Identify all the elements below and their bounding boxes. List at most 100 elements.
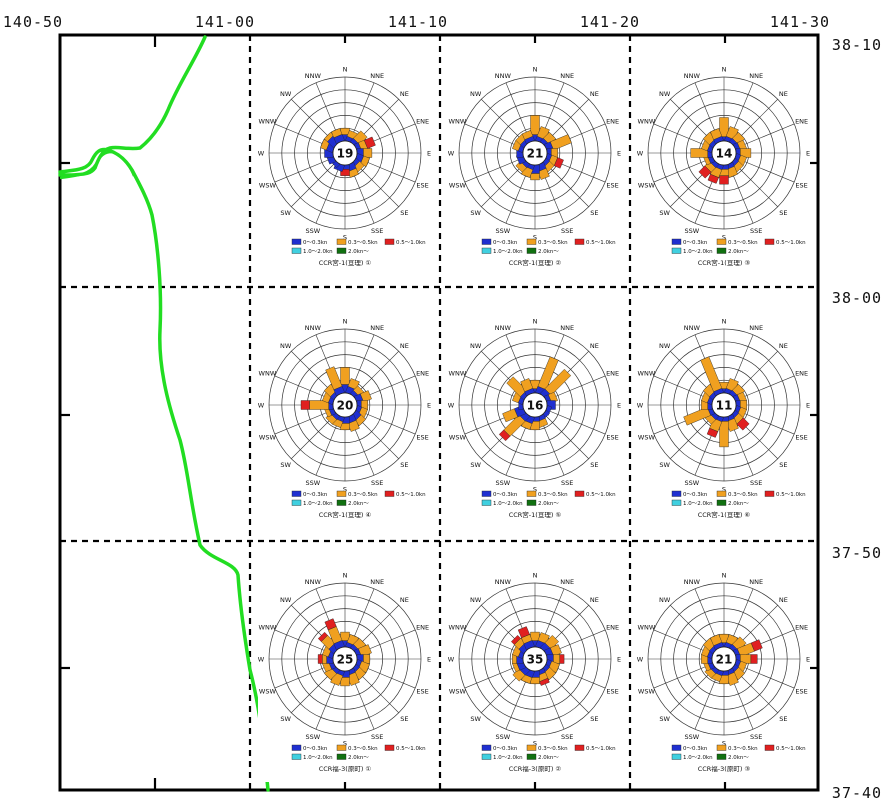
rose-caption: CCR宮-1(亘理) ② xyxy=(509,258,562,267)
rose-bar xyxy=(520,378,534,392)
rose-bar xyxy=(363,148,373,158)
rose-caption: CCR宮-1(亘理) ③ xyxy=(698,258,751,267)
direction-label: N xyxy=(722,572,727,580)
legend-swatch xyxy=(671,499,682,506)
rose-bar xyxy=(750,639,763,652)
direction-label: ESE xyxy=(795,688,807,696)
rose-bar xyxy=(707,173,719,184)
legend-label: 0.5～1.0kn xyxy=(776,492,806,498)
rose-bar xyxy=(317,654,323,664)
direction-label: W xyxy=(258,656,265,664)
direction-label: E xyxy=(806,402,810,410)
direction-label: S xyxy=(533,486,537,494)
rose-bar xyxy=(725,672,739,686)
rose-bar xyxy=(511,635,521,645)
direction-label: W xyxy=(637,656,644,664)
rose-panel: N NNE NE ENE E ESE SE SSE S SSW SW WSW W WNW NW NNW 19 0～… xyxy=(258,43,432,279)
direction-label: W xyxy=(258,402,265,410)
direction-label: SSW xyxy=(685,227,700,235)
right-axis-label: 37-40 xyxy=(832,784,882,802)
legend-swatch xyxy=(481,247,492,254)
direction-label: NW xyxy=(659,596,671,604)
direction-label: W xyxy=(448,656,455,664)
legend-label: 0.5～1.0kn xyxy=(586,746,616,752)
legend-swatch xyxy=(671,490,682,497)
rose-bar xyxy=(340,631,350,641)
direction-label: SSE xyxy=(371,733,383,741)
direction-label: NNW xyxy=(305,72,322,80)
rose-bar xyxy=(331,128,343,138)
direction-label: ESE xyxy=(606,434,618,442)
direction-label: E xyxy=(806,150,810,158)
direction-label: N xyxy=(722,318,727,326)
direction-label: SSW xyxy=(306,227,321,235)
rose-bar xyxy=(537,356,559,390)
rose-panel: N NNE NE ENE E ESE SE SSE S SSW SW WSW W WNW NW NNW 25 0～… xyxy=(258,549,432,782)
legend-swatch xyxy=(291,490,302,497)
rose-bar xyxy=(317,631,328,642)
rose-bar xyxy=(732,636,747,651)
rose-bar xyxy=(736,417,750,431)
direction-label: S xyxy=(722,740,726,748)
direction-label: ESE xyxy=(416,434,428,442)
rose-caption: CCR宮-1(亘理) ⑤ xyxy=(509,510,562,519)
direction-label: E xyxy=(617,656,621,664)
direction-label: ENE xyxy=(416,117,429,125)
rose-center xyxy=(522,646,548,672)
direction-label: SW xyxy=(470,209,481,217)
rose-spoke xyxy=(464,157,525,183)
legend-swatch xyxy=(764,490,775,497)
right-axis-label: 37-50 xyxy=(832,544,882,562)
top-axis-label: 141-20 xyxy=(580,13,640,31)
legend-swatch xyxy=(336,247,347,254)
legend-label: 0.5～1.0kn xyxy=(396,492,426,498)
rose-bar xyxy=(340,169,350,176)
legend-label: 1.0～2.0kn xyxy=(493,755,523,761)
rose-bar xyxy=(559,654,565,664)
direction-label: SSE xyxy=(561,227,573,235)
right-axis-label: 38-00 xyxy=(832,289,882,307)
top-axis-label: 141-10 xyxy=(388,13,448,31)
direction-label: S xyxy=(722,486,726,494)
direction-label: WSW xyxy=(259,688,277,696)
rose-center xyxy=(711,392,737,418)
rose-bar xyxy=(725,418,739,432)
direction-label: SW xyxy=(470,715,481,723)
direction-label: NW xyxy=(470,596,482,604)
legend-label: 2.0kn～ xyxy=(728,501,749,507)
direction-label: SSE xyxy=(750,227,762,235)
legend-label: 2.0kn～ xyxy=(348,755,369,761)
rose-bar xyxy=(515,161,527,173)
legend-swatch xyxy=(716,744,727,751)
rose-panel: N NNE NE ENE E ESE SE SSE S SSW SW WSW W WNW NW NNW 21 0～… xyxy=(448,43,622,279)
legend-swatch xyxy=(716,238,727,245)
direction-label: N xyxy=(533,572,538,580)
direction-label: WSW xyxy=(449,182,467,190)
direction-label: NNE xyxy=(370,72,384,80)
direction-label: WNW xyxy=(449,369,467,377)
direction-label: W xyxy=(258,150,265,158)
legend-swatch xyxy=(291,238,302,245)
legend-label: 0.3～0.5kn xyxy=(728,492,758,498)
legend-swatch xyxy=(574,744,585,751)
rose-bar xyxy=(530,631,540,641)
legend-swatch xyxy=(336,753,347,760)
direction-label: ESE xyxy=(795,182,807,190)
direction-label: N xyxy=(343,66,348,74)
direction-label: NNW xyxy=(684,324,701,332)
direction-label: NNW xyxy=(305,578,322,586)
rose-bar xyxy=(498,429,511,442)
legend-label: 1.0～2.0kn xyxy=(683,249,713,255)
legend-label: 1.0～2.0kn xyxy=(303,755,333,761)
direction-label: SSW xyxy=(496,733,511,741)
rose-center xyxy=(711,140,737,166)
legend-label: 0.3～0.5kn xyxy=(348,746,378,752)
coastline xyxy=(58,35,270,792)
direction-label: N xyxy=(533,318,538,326)
legend-label: 0.3～0.5kn xyxy=(538,240,568,246)
legend-swatch xyxy=(716,499,727,506)
rose-caption: CCR宮-1(亘理) ⑥ xyxy=(698,510,751,519)
direction-label: SSE xyxy=(750,733,762,741)
direction-label: NNE xyxy=(560,72,574,80)
